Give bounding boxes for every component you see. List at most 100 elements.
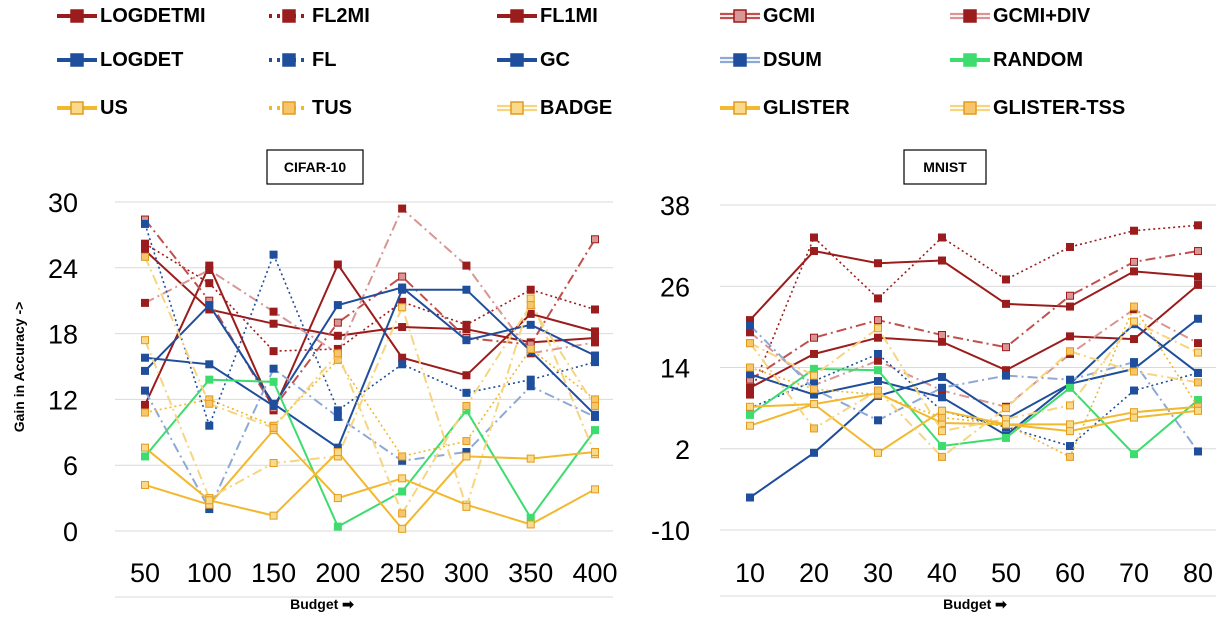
data-point xyxy=(526,520,535,529)
data-point xyxy=(746,339,754,348)
series-line xyxy=(749,284,1199,389)
data-point xyxy=(1194,314,1202,323)
data-point xyxy=(1066,291,1074,300)
data-point xyxy=(141,298,149,307)
series-gc xyxy=(141,283,599,410)
data-point xyxy=(874,377,882,386)
data-point xyxy=(1066,420,1074,429)
data-point xyxy=(1194,406,1202,415)
data-point xyxy=(591,485,599,494)
data-point xyxy=(333,522,342,531)
data-point xyxy=(205,360,214,369)
y-tick-label: 14 xyxy=(660,354,690,384)
data-point xyxy=(526,285,535,294)
series-glister xyxy=(746,400,1202,457)
data-point xyxy=(1194,348,1202,357)
data-point xyxy=(205,399,214,408)
data-point xyxy=(398,303,407,312)
series-gcmi xyxy=(746,247,1202,384)
data-point xyxy=(1066,347,1074,356)
data-point xyxy=(591,401,599,410)
x-tick-label: 80 xyxy=(1183,558,1213,588)
series-fl1mi xyxy=(746,247,1202,325)
data-point xyxy=(591,235,599,244)
data-point xyxy=(141,366,149,375)
series-line xyxy=(749,402,1199,455)
data-point xyxy=(746,363,754,372)
data-point xyxy=(526,513,535,522)
data-point xyxy=(874,386,882,395)
data-point xyxy=(746,402,754,411)
data-point xyxy=(938,331,946,339)
data-point xyxy=(526,375,535,384)
legend-swatch-badge xyxy=(497,101,537,115)
chart-cifar-10: 0 6 12 18 24 30 50 100 150 200 250 300 350 400 CIFAR-1… xyxy=(11,149,618,612)
data-point xyxy=(1002,371,1010,380)
data-point xyxy=(141,219,149,228)
data-point xyxy=(462,371,471,380)
data-point xyxy=(1066,332,1074,341)
legend-label: GCMI+DIV xyxy=(993,4,1091,27)
data-point xyxy=(398,509,407,518)
data-point xyxy=(205,301,214,310)
data-point xyxy=(810,371,818,380)
data-point xyxy=(1066,452,1074,461)
data-point xyxy=(462,320,471,329)
x-tick-label: 350 xyxy=(508,558,553,588)
data-point xyxy=(462,437,471,446)
data-point xyxy=(333,494,342,503)
data-point xyxy=(1066,401,1074,410)
data-point xyxy=(938,256,946,265)
legend-label: FL2MI xyxy=(312,4,370,27)
y-tick-label: 6 xyxy=(63,451,78,481)
data-point xyxy=(1066,302,1074,311)
data-point xyxy=(938,383,946,392)
legend-swatch-logdet xyxy=(57,53,97,67)
legend-swatch-fl1mi xyxy=(497,9,537,23)
legend-label: DSUM xyxy=(763,48,822,71)
data-point xyxy=(810,364,818,373)
data-point xyxy=(1194,280,1202,289)
legend-swatch-random xyxy=(950,53,990,67)
y-tick-label: 18 xyxy=(48,320,78,350)
data-point xyxy=(205,421,214,430)
data-point xyxy=(591,426,599,435)
data-point xyxy=(1002,404,1010,413)
y-tick-label: 26 xyxy=(660,272,690,302)
legend-swatch-gcmi xyxy=(720,9,760,23)
data-point xyxy=(938,427,946,436)
series-glister xyxy=(141,443,599,533)
data-point xyxy=(1194,368,1202,377)
data-point xyxy=(398,323,407,332)
data-point xyxy=(398,487,407,496)
data-point xyxy=(874,448,882,457)
legend-label: GLISTER-TSS xyxy=(993,96,1126,119)
series-line xyxy=(749,392,1199,426)
legend-item-dsum: DSUM xyxy=(718,45,822,75)
data-point xyxy=(1002,433,1010,442)
legend-label: US xyxy=(100,96,128,119)
chart-legend: LOGDETMI FL2MI FL1MI GCMI GCMI+DIV LOGDET FL GC… xyxy=(0,0,1218,140)
series-line xyxy=(749,318,1199,499)
data-point xyxy=(141,239,149,248)
data-point xyxy=(526,294,535,303)
legend-item-logdet: LOGDET xyxy=(55,45,183,75)
legend-label: FL1MI xyxy=(540,4,598,27)
series-line xyxy=(144,446,596,531)
data-point xyxy=(333,331,342,340)
x-tick-label: 50 xyxy=(991,558,1021,588)
legend-swatch-fl2mi xyxy=(269,9,309,23)
x-tick-label: 250 xyxy=(380,558,425,588)
data-point xyxy=(810,400,818,409)
x-tick-label: 50 xyxy=(130,558,160,588)
data-point xyxy=(269,250,278,259)
x-tick-label: 300 xyxy=(444,558,489,588)
chart-title-box xyxy=(266,149,364,185)
legend-item-fl2mi: FL2MI xyxy=(267,1,370,31)
legend-item-glister-tss: GLISTER-TSS xyxy=(948,93,1125,123)
data-point xyxy=(874,324,882,333)
data-point xyxy=(1130,358,1138,367)
legend-swatch-dsum xyxy=(720,53,760,67)
y-tick-label: 24 xyxy=(48,254,78,284)
